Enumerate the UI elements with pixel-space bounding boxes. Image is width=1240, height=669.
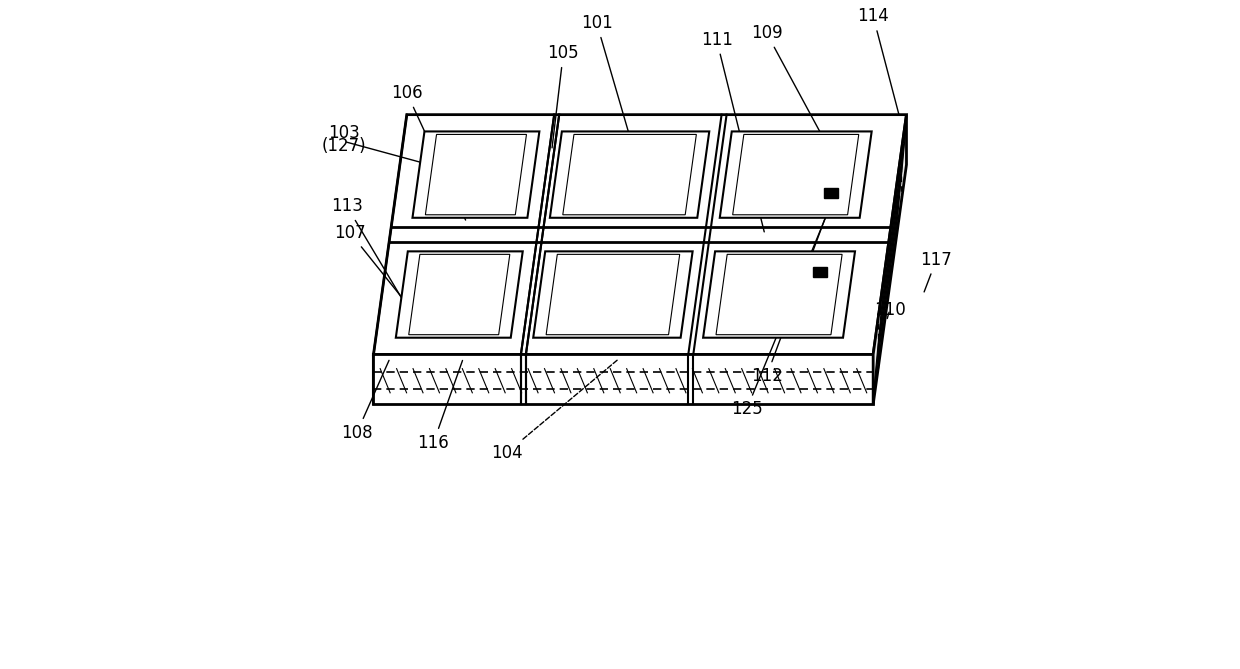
Text: 111: 111 [701, 31, 764, 232]
Bar [825, 188, 837, 198]
Text: 110: 110 [874, 300, 905, 318]
Text: 103: 103 [327, 124, 360, 142]
Text: 104: 104 [491, 360, 618, 462]
Text: 107: 107 [335, 224, 422, 322]
Text: 116: 116 [418, 361, 463, 452]
Text: 109: 109 [750, 24, 838, 165]
Text: 117: 117 [920, 251, 952, 292]
Polygon shape [413, 131, 539, 218]
Polygon shape [719, 131, 872, 218]
Polygon shape [703, 252, 856, 338]
Text: 112: 112 [750, 187, 837, 385]
Text: 114: 114 [857, 7, 899, 115]
Polygon shape [373, 355, 873, 405]
Text: 101: 101 [580, 14, 629, 131]
Text: 106: 106 [391, 84, 465, 220]
Polygon shape [549, 131, 709, 218]
Text: 125: 125 [730, 207, 830, 418]
Polygon shape [873, 114, 906, 405]
Text: (127): (127) [321, 137, 366, 155]
Bar [813, 267, 827, 277]
Text: 108: 108 [341, 361, 389, 442]
Polygon shape [396, 252, 523, 338]
Polygon shape [533, 252, 693, 338]
Text: 113: 113 [331, 197, 402, 299]
Text: 105: 105 [548, 44, 579, 148]
